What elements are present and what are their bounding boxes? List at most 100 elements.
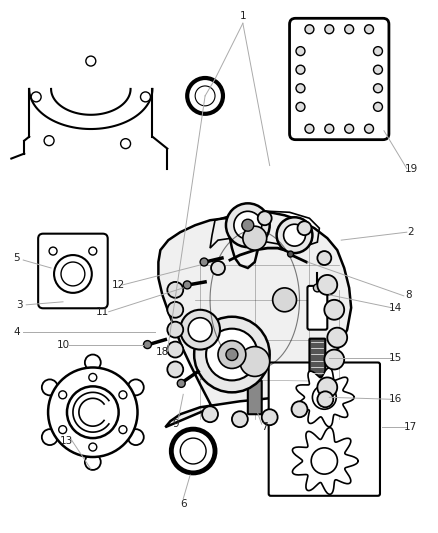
Text: 11: 11	[96, 307, 110, 317]
Circle shape	[240, 346, 270, 376]
Text: 9: 9	[172, 419, 179, 429]
Circle shape	[171, 429, 215, 473]
Circle shape	[262, 409, 278, 425]
Text: 10: 10	[57, 340, 70, 350]
Text: 12: 12	[112, 280, 125, 290]
Circle shape	[374, 47, 382, 55]
Circle shape	[364, 124, 374, 133]
Circle shape	[167, 322, 183, 337]
Circle shape	[273, 288, 297, 312]
FancyBboxPatch shape	[307, 286, 327, 330]
Text: 19: 19	[405, 164, 418, 174]
Text: 4: 4	[13, 327, 20, 337]
Circle shape	[277, 217, 312, 253]
Circle shape	[89, 443, 97, 451]
Circle shape	[54, 255, 92, 293]
Circle shape	[144, 341, 152, 349]
Circle shape	[345, 124, 353, 133]
Circle shape	[211, 261, 225, 275]
Circle shape	[141, 92, 150, 102]
Text: 1: 1	[240, 11, 246, 21]
Circle shape	[243, 226, 267, 250]
Circle shape	[325, 25, 334, 34]
FancyBboxPatch shape	[290, 18, 389, 140]
Circle shape	[89, 247, 97, 255]
Circle shape	[327, 328, 347, 348]
Circle shape	[48, 367, 138, 457]
Text: 14: 14	[389, 303, 403, 313]
Circle shape	[325, 124, 334, 133]
Circle shape	[167, 361, 183, 377]
Circle shape	[59, 426, 67, 434]
Text: 8: 8	[406, 290, 412, 300]
Circle shape	[318, 377, 337, 397]
Circle shape	[61, 262, 85, 286]
Circle shape	[374, 102, 382, 111]
Circle shape	[89, 374, 97, 382]
FancyBboxPatch shape	[307, 385, 328, 409]
Polygon shape	[159, 211, 351, 427]
Circle shape	[324, 300, 344, 320]
Circle shape	[167, 302, 183, 318]
Circle shape	[42, 379, 58, 395]
Text: 3: 3	[16, 300, 23, 310]
Circle shape	[296, 102, 305, 111]
Circle shape	[194, 317, 270, 392]
FancyBboxPatch shape	[38, 233, 108, 308]
Circle shape	[119, 391, 127, 399]
Circle shape	[195, 86, 215, 106]
Circle shape	[177, 379, 185, 387]
Circle shape	[119, 426, 127, 434]
Circle shape	[42, 429, 58, 445]
Circle shape	[296, 65, 305, 74]
Circle shape	[296, 47, 305, 55]
Circle shape	[206, 329, 258, 381]
Circle shape	[232, 411, 248, 427]
Circle shape	[180, 438, 206, 464]
Circle shape	[167, 282, 183, 298]
FancyBboxPatch shape	[248, 381, 262, 414]
Circle shape	[288, 251, 293, 257]
Circle shape	[167, 342, 183, 358]
FancyBboxPatch shape	[268, 362, 380, 496]
Circle shape	[374, 84, 382, 93]
Polygon shape	[293, 427, 358, 494]
Circle shape	[305, 124, 314, 133]
Text: 13: 13	[60, 436, 73, 446]
FancyBboxPatch shape	[309, 338, 325, 376]
Circle shape	[318, 275, 337, 295]
Circle shape	[85, 354, 101, 370]
Circle shape	[120, 139, 131, 149]
Circle shape	[180, 310, 220, 350]
Circle shape	[86, 56, 96, 66]
Circle shape	[296, 84, 305, 93]
Circle shape	[187, 78, 223, 114]
Text: 18: 18	[156, 346, 169, 357]
Circle shape	[128, 429, 144, 445]
Text: 6: 6	[180, 499, 187, 509]
Circle shape	[283, 224, 305, 246]
Circle shape	[242, 219, 254, 231]
Circle shape	[364, 25, 374, 34]
Circle shape	[31, 92, 41, 102]
Text: 2: 2	[407, 227, 414, 237]
Circle shape	[202, 406, 218, 422]
Circle shape	[312, 385, 336, 409]
Circle shape	[49, 247, 57, 255]
Circle shape	[44, 136, 54, 146]
Circle shape	[318, 391, 333, 407]
Text: 17: 17	[404, 422, 417, 432]
Circle shape	[324, 350, 344, 369]
Circle shape	[59, 391, 67, 399]
Circle shape	[200, 258, 208, 266]
Circle shape	[305, 25, 314, 34]
Circle shape	[188, 318, 212, 342]
Circle shape	[183, 281, 191, 289]
Circle shape	[226, 203, 270, 247]
Circle shape	[374, 65, 382, 74]
Circle shape	[311, 448, 337, 474]
Circle shape	[258, 211, 272, 225]
Circle shape	[314, 284, 321, 292]
Circle shape	[297, 221, 311, 235]
Text: 7: 7	[261, 422, 268, 432]
